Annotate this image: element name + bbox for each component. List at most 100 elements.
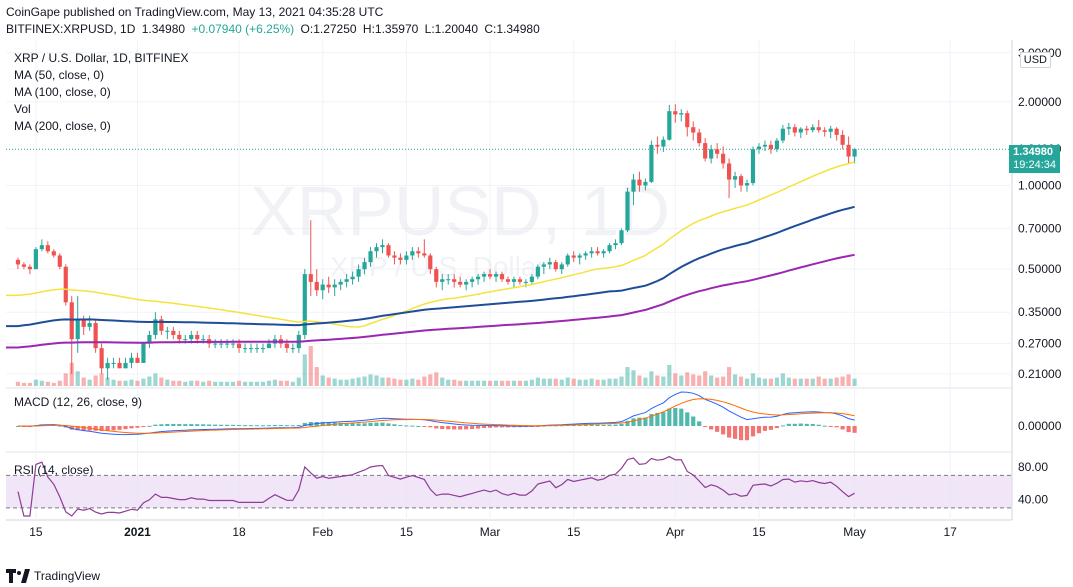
volume-bar (165, 379, 170, 386)
volume-bar (607, 378, 612, 386)
volume-bar (326, 377, 331, 386)
candle-body (458, 281, 463, 285)
volume-bar (726, 367, 732, 386)
volume-bar (458, 380, 463, 386)
volume-layer (15, 346, 857, 386)
candle-body (529, 276, 534, 282)
macd-hist-bar (589, 424, 594, 426)
volume-bar (33, 379, 38, 386)
candle-body (87, 323, 92, 327)
candle-body (840, 134, 845, 145)
macd-hist-bar (661, 412, 666, 426)
macd-hist-bar (798, 423, 803, 426)
macd-hist-bar (338, 422, 343, 426)
currency-badge[interactable]: USD (1019, 52, 1051, 68)
legend-ma100[interactable]: MA (100, close, 0) (14, 85, 111, 99)
rsi-line (17, 455, 855, 517)
macd-hist-bar (487, 426, 493, 428)
candle-body (75, 319, 80, 340)
candle-body (828, 128, 833, 132)
volume-bar (153, 373, 158, 386)
volume-bar (529, 379, 534, 386)
legend-ma200[interactable]: MA (200, close, 0) (14, 119, 111, 133)
open-text: O:1.27250 (300, 22, 357, 36)
macd-y-tick: 0.00000 (1018, 419, 1062, 433)
candle-body (750, 149, 756, 184)
macd-hist-bar (804, 423, 809, 426)
volume-bar (225, 381, 230, 386)
volume-bar (21, 382, 27, 386)
y-tick-label: 0.27000 (1018, 337, 1062, 351)
ma-layer (6, 161, 855, 349)
volume-bar (428, 374, 433, 386)
candle-body (661, 139, 666, 147)
volume-bar (81, 377, 86, 386)
macd-hist-bar (780, 425, 785, 427)
macd-hist-bar (368, 422, 373, 426)
candle-body (481, 274, 487, 277)
x-tick-label: Apr (666, 525, 685, 539)
legend-macd-label[interactable]: MACD (12, 26, close, 9) (14, 395, 143, 409)
candle-body (613, 243, 618, 246)
macd-hist-bar (595, 424, 600, 426)
chart-svg[interactable]: XRPUSD, 1D XRP / U.S. Dollar 3.000002.00… (0, 40, 1073, 550)
macd-hist-bar (685, 412, 690, 426)
y-tick-label: 2.00000 (1018, 95, 1062, 109)
candle-body (816, 127, 821, 131)
volume-bar (350, 378, 355, 386)
volume-bar (356, 377, 361, 386)
volume-bar (39, 380, 44, 386)
candle-body (392, 255, 397, 258)
macd-hist-bar (822, 425, 827, 427)
legend-ma50[interactable]: MA (50, close, 0) (14, 68, 105, 82)
volume-bar (553, 378, 558, 386)
macd-hist-bar (165, 423, 170, 426)
chart-area[interactable]: XRPUSD, 1D XRP / U.S. Dollar 3.000002.00… (0, 40, 1073, 550)
volume-bar (284, 380, 289, 386)
footer: TradingView (6, 569, 100, 583)
macd-hist-bar (726, 426, 732, 438)
candle-body (15, 259, 21, 265)
macd-hist-bar (655, 412, 660, 426)
volume-bar (57, 380, 62, 386)
volume-bar (159, 377, 164, 386)
candle-body (183, 339, 188, 341)
macd-hist-bar (374, 422, 379, 426)
x-tick-label: 18 (232, 525, 246, 539)
volume-bar (589, 378, 594, 386)
legend-rsi-label[interactable]: RSI (14, close) (14, 463, 94, 477)
candle-body (374, 247, 379, 252)
x-tick-label: 15 (29, 525, 43, 539)
macd-hist-bar (254, 425, 260, 427)
rsi-band (6, 475, 1012, 508)
macd-hist-bar (428, 426, 433, 428)
volume-bar (774, 377, 779, 386)
volume-bar (434, 372, 439, 386)
macd-hist-bar (786, 423, 791, 426)
x-tick-label: Feb (312, 525, 333, 539)
macd-hist-bar (834, 426, 839, 428)
candle-body (33, 249, 38, 270)
volume-bar (45, 381, 50, 386)
legend-vol[interactable]: Vol (14, 102, 31, 116)
candle-body (332, 284, 337, 288)
macd-hist-bar (153, 424, 158, 426)
volume-bar (308, 346, 313, 386)
volume-bar (242, 381, 248, 386)
candle-body (225, 343, 230, 345)
candle-body (679, 113, 684, 115)
volume-bar (756, 377, 762, 386)
candle-body (505, 279, 511, 282)
volume-bar (272, 379, 278, 386)
candle-body (230, 343, 236, 345)
macd-hist-bar (260, 425, 266, 427)
volume-bar (780, 373, 785, 386)
macd-hist-bar (732, 426, 738, 439)
macd-hist-bar (302, 422, 307, 426)
candle-body (822, 130, 827, 132)
volume-bar (105, 377, 110, 386)
macd-hist-bar (721, 426, 726, 435)
volume-bar (667, 364, 672, 386)
candle-body (434, 269, 439, 282)
candle-body (93, 323, 98, 349)
